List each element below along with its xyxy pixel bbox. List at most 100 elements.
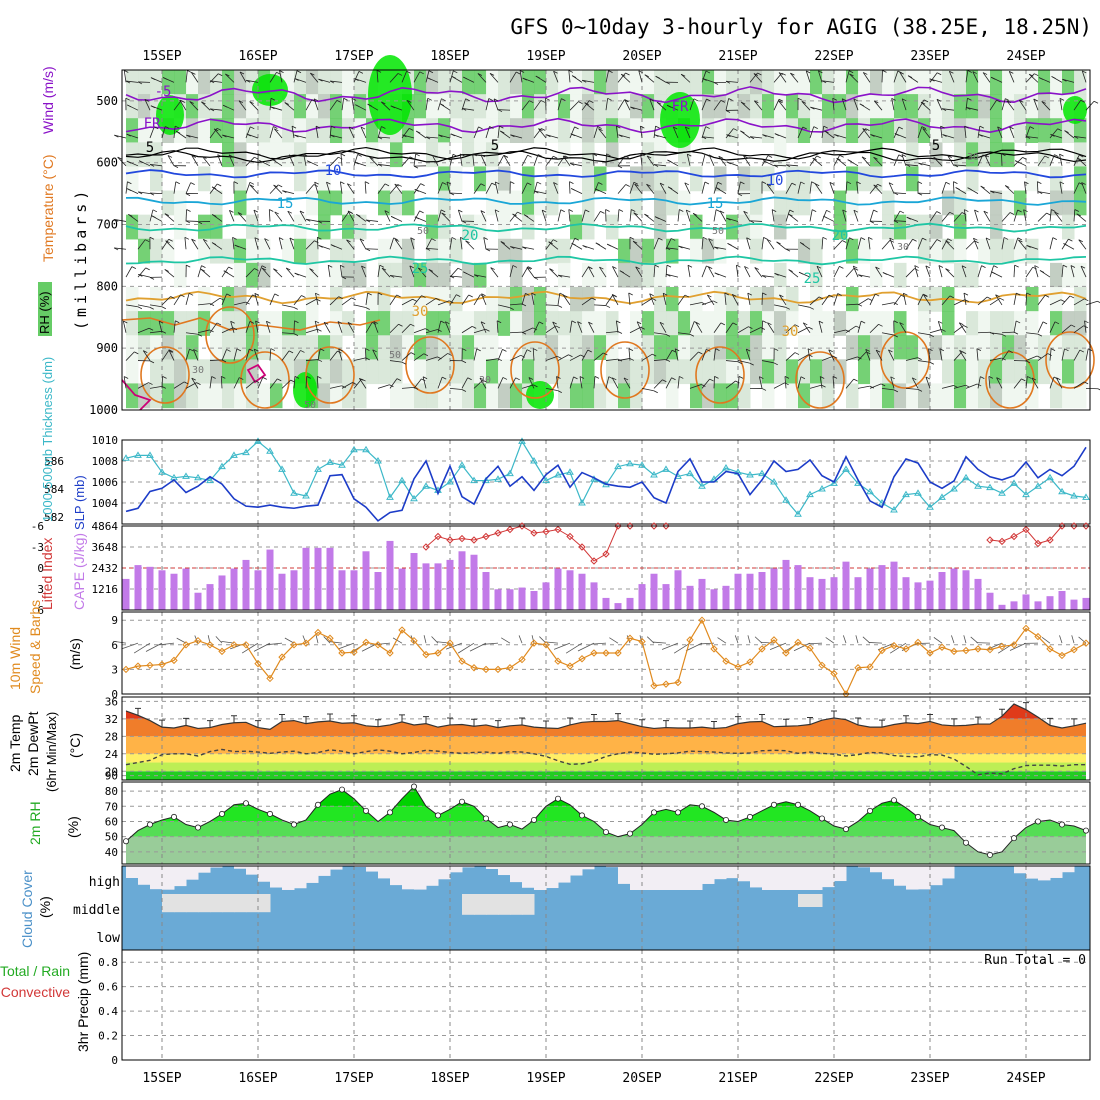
wind-barb-flag xyxy=(811,209,817,213)
wind-barb xyxy=(437,353,448,361)
wind-barb xyxy=(562,155,571,167)
wind-barb-flag xyxy=(767,322,772,326)
wind-barb-flag xyxy=(673,126,678,130)
rh-point xyxy=(194,824,201,831)
wind-barb xyxy=(821,355,834,361)
wind-barb xyxy=(593,126,598,139)
thickness-point xyxy=(554,471,562,478)
wind-barb xyxy=(989,357,1002,361)
wind-barb xyxy=(510,246,523,250)
wind-barb xyxy=(273,268,283,278)
wind-barb xyxy=(284,637,295,644)
wind-barb xyxy=(209,297,221,306)
cape-bar xyxy=(350,570,358,610)
wind-barb-flag xyxy=(457,267,463,271)
rh-cell xyxy=(390,335,403,360)
wind-speed-point xyxy=(542,641,550,649)
wind-barb-flag xyxy=(893,334,898,338)
wind-barb-flag xyxy=(354,78,359,81)
wind-barb xyxy=(901,154,907,166)
thickness-point xyxy=(578,499,586,506)
li-label: Lifted Index xyxy=(39,538,55,610)
wind-barb-flag xyxy=(763,237,768,240)
wind-barb-flag xyxy=(228,266,233,270)
wind-barb xyxy=(413,210,420,222)
wind-barb-flag xyxy=(137,306,143,310)
rh-cell xyxy=(606,335,619,360)
rh-point xyxy=(603,829,610,836)
temp-max-whisker xyxy=(423,716,429,724)
rh-cell xyxy=(582,118,595,144)
wind-speed-point xyxy=(602,649,610,657)
rh-cell xyxy=(450,383,463,409)
wind-barb-flag xyxy=(568,209,573,212)
wind-speed-point xyxy=(794,638,802,647)
wind-barb-flag xyxy=(461,220,467,224)
rh-cell xyxy=(690,214,703,240)
rh-cell xyxy=(582,94,595,119)
rh-cell xyxy=(354,118,367,144)
wind-barb-flag xyxy=(928,348,933,351)
thickness-point xyxy=(314,465,322,472)
wind-barb-flag xyxy=(708,154,714,158)
wind-barb xyxy=(364,181,367,194)
cloud-high-bar xyxy=(894,866,907,886)
wind-barb-flag xyxy=(644,213,649,217)
wind-barb xyxy=(857,385,870,389)
wind-barb xyxy=(689,98,695,111)
wind-barb-flag xyxy=(749,136,755,140)
rh-cell xyxy=(498,70,511,95)
wind-barb xyxy=(965,383,978,389)
rh-cell xyxy=(486,286,499,312)
wind-barb xyxy=(673,642,691,654)
wind-barb xyxy=(329,385,342,389)
wind-barb xyxy=(1001,212,1011,222)
wind-barb xyxy=(718,156,727,167)
wind-barb xyxy=(149,330,162,334)
wind-barb-flag xyxy=(905,164,911,167)
cape-bar xyxy=(1070,599,1078,610)
wind-barb-flag xyxy=(606,243,612,247)
wind-barb xyxy=(481,293,487,306)
wind-barb-flag xyxy=(191,155,197,158)
rh-cell xyxy=(702,70,715,95)
wind-barb xyxy=(413,353,425,361)
wind-barb xyxy=(461,294,470,306)
wind-barb-flag xyxy=(861,156,867,160)
wind-barb-flag xyxy=(978,134,983,137)
wind-speed-point xyxy=(698,616,706,624)
rh-cell xyxy=(894,359,907,385)
rh-cell xyxy=(654,262,667,288)
cloud-high-bar xyxy=(786,866,799,890)
wind-barb xyxy=(306,218,319,222)
rh-cell xyxy=(150,311,163,336)
rh-cell xyxy=(402,238,415,264)
wind-barb xyxy=(444,321,451,333)
rh-cell xyxy=(978,335,991,360)
wind-barb xyxy=(531,635,535,644)
wind-barb-flag xyxy=(467,377,472,381)
wind-barb xyxy=(617,99,625,111)
wind-barb xyxy=(185,182,192,194)
rh-cell xyxy=(270,335,283,360)
wind-barb xyxy=(1009,126,1015,139)
rh-cell xyxy=(474,214,487,240)
rh-cell xyxy=(222,238,235,264)
temp-max-whisker xyxy=(519,717,525,725)
wind-barb xyxy=(279,70,283,83)
wind-barb xyxy=(565,642,583,654)
wind-barb-flag xyxy=(936,239,942,242)
precip-label-convective: Convective xyxy=(1,984,70,1000)
wind-barb xyxy=(568,209,571,222)
wind-speed-point xyxy=(482,665,490,674)
cape-bar xyxy=(398,568,406,610)
wind-barb xyxy=(186,134,199,139)
wind-barb-flag xyxy=(279,237,284,240)
rh-cell xyxy=(510,70,523,95)
cloud-level-middle: middle xyxy=(73,903,120,918)
wind-barb-flag xyxy=(633,212,638,216)
wind-barb xyxy=(947,155,955,167)
wind-barb-flag xyxy=(801,100,807,104)
cape-bar xyxy=(1010,601,1018,610)
wind-barb xyxy=(1031,377,1039,389)
